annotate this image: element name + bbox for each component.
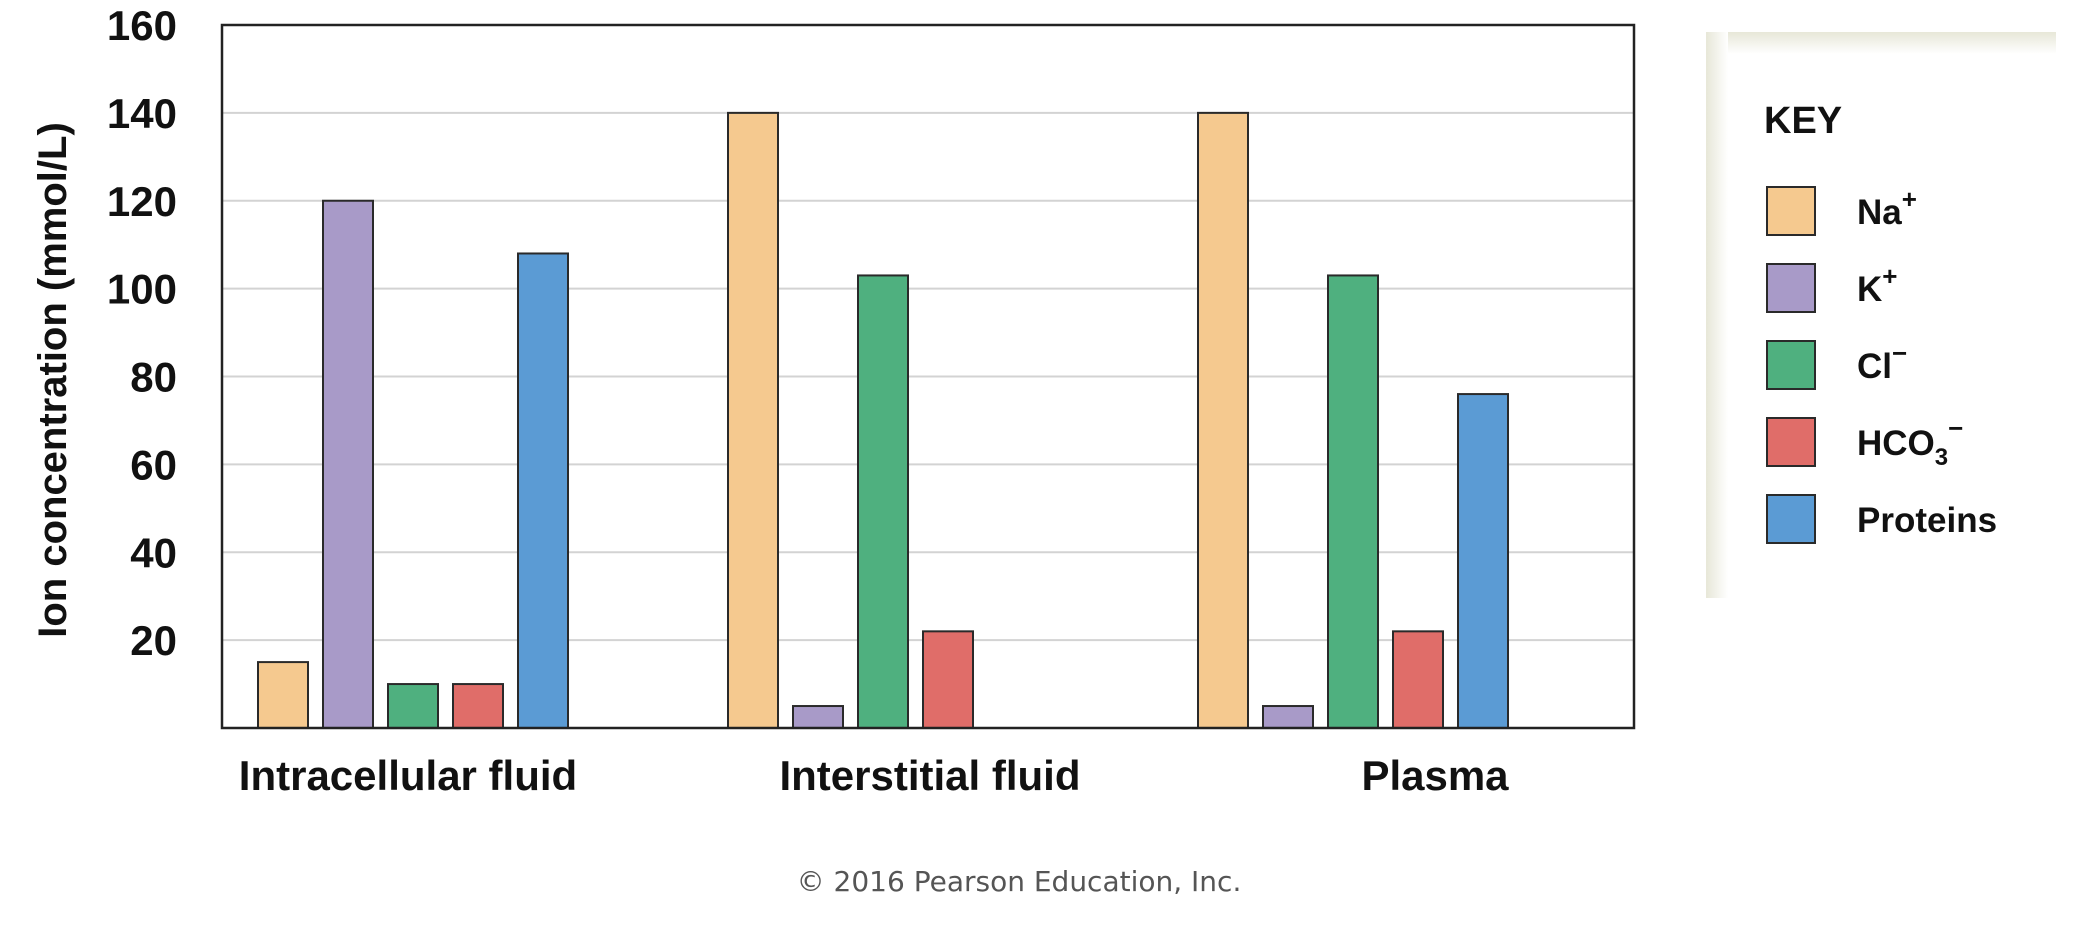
category-labels: Intracellular fluid Interstitial fluid Pla… [239,752,1509,799]
legend-swatch [1766,417,1816,467]
legend-label: Proteins [1857,501,1997,540]
bar-na-interstitial-fluid [727,111,779,729]
y-tick-label: 100 [107,266,177,313]
bar-hco-plasma [1392,630,1444,730]
legend-label-name: Cl [1857,347,1892,386]
bar-cl-plasma [1327,274,1379,729]
bar-hco-intracellular-fluid [452,683,504,729]
bar-hco-interstitial-fluid [922,630,974,730]
gridlines [222,111,1634,642]
y-tick-label: 120 [107,178,177,225]
legend: KEY Na+K+Cl−HCO3−Proteins [1706,32,2056,598]
plot-frame [220,23,1636,730]
legend-swatch [1766,340,1816,390]
legend-items: Na+K+Cl−HCO3−Proteins [1766,184,1997,544]
legend-label: Na+ [1857,184,1917,232]
legend-label-subscript: 3 [1935,444,1948,471]
legend-label-name: HCO [1857,424,1935,463]
copyright-text: © 2016 Pearson Education, Inc. [797,865,1242,898]
category-label: Intracellular fluid [239,752,577,799]
y-tick-label: 80 [130,354,177,401]
y-tick-label: 60 [130,441,177,488]
bar-proteins-plasma [1457,393,1509,729]
legend-label-name: K [1857,270,1882,309]
legend-swatch [1766,263,1816,313]
legend-label-name: Proteins [1857,501,1997,540]
bars [257,111,1509,730]
bar-proteins-intracellular-fluid [517,252,569,729]
legend-title: KEY [1764,100,1842,142]
bar-na-intracellular-fluid [257,661,309,729]
legend-label: HCO3− [1857,413,1963,471]
legend-shadow-top [1706,32,2056,54]
y-tick-labels: 20 40 60 80 100 120 140 160 [107,2,177,664]
y-tick-label: 40 [130,529,177,576]
bar-cl-intracellular-fluid [387,683,439,729]
y-axis-title: Ion concentration (mmol/L) [31,122,75,638]
legend-swatch [1766,186,1816,236]
bar-k-intracellular-fluid [322,199,374,729]
bar-cl-interstitial-fluid [857,274,909,729]
category-label: Interstitial fluid [779,752,1080,799]
legend-label-superscript: − [1892,338,1907,368]
category-label: Plasma [1361,752,1509,799]
y-tick-label: 140 [107,90,177,137]
y-tick-label: 160 [107,2,177,49]
legend-shadow-left [1706,32,1728,598]
bar-k-plasma [1262,705,1314,729]
bar-na-plasma [1197,111,1249,729]
legend-label-superscript: + [1902,184,1917,214]
legend-label: K+ [1857,261,1897,309]
y-tick-label: 20 [130,617,177,664]
legend-swatch [1766,494,1816,544]
bar-k-interstitial-fluid [792,705,844,729]
legend-label-name: Na [1857,193,1902,232]
legend-label-superscript: + [1882,261,1897,291]
legend-label-superscript: − [1948,413,1963,443]
legend-label: Cl− [1857,338,1907,386]
